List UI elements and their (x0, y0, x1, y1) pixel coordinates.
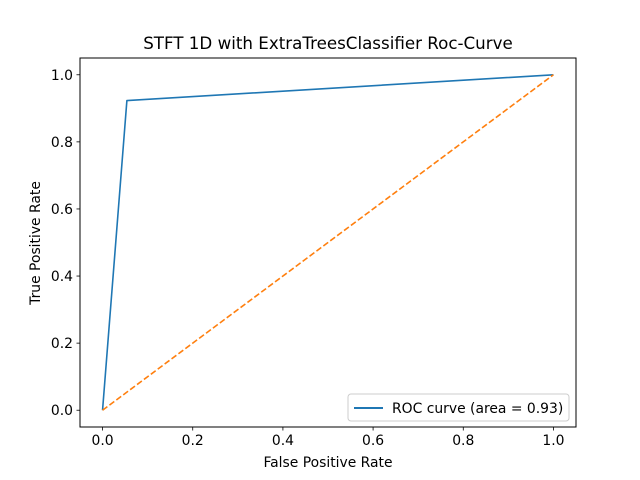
x-tick-label: 0.6 (362, 433, 384, 449)
series-layer (101, 73, 554, 411)
roc-curve-line (101, 73, 554, 411)
y-tick-label: 0.0 (51, 403, 73, 419)
x-tick-label: 0.2 (182, 433, 204, 449)
y-tick-label: 0.2 (51, 336, 73, 352)
y-axis: 0.0 0.2 0.4 0.6 0.8 1.0 (51, 68, 80, 419)
x-tick-label: 0.8 (452, 433, 474, 449)
y-axis-label: True Positive Rate (28, 181, 44, 306)
x-axis-label: False Positive Rate (263, 455, 392, 471)
y-tick-label: 0.4 (51, 269, 73, 285)
y-tick-label: 1.0 (51, 68, 73, 84)
x-tick-label: 1.0 (542, 433, 564, 449)
x-axis: 0.0 0.2 0.4 0.6 0.8 1.0 (91, 427, 565, 449)
chart-title: STFT 1D with ExtraTreesClassifier Roc-Cu… (143, 33, 513, 53)
y-tick-label: 0.6 (51, 202, 73, 218)
legend: ROC curve (area = 0.93) (347, 393, 570, 422)
legend-label-roc: ROC curve (area = 0.93) (392, 401, 563, 417)
y-tick-label: 0.8 (51, 135, 73, 151)
x-tick-label: 0.4 (272, 433, 294, 449)
plot-frame (79, 57, 577, 428)
x-tick-label: 0.0 (91, 433, 113, 449)
diagonal-reference-line (102, 74, 554, 411)
legend-box (347, 393, 570, 422)
